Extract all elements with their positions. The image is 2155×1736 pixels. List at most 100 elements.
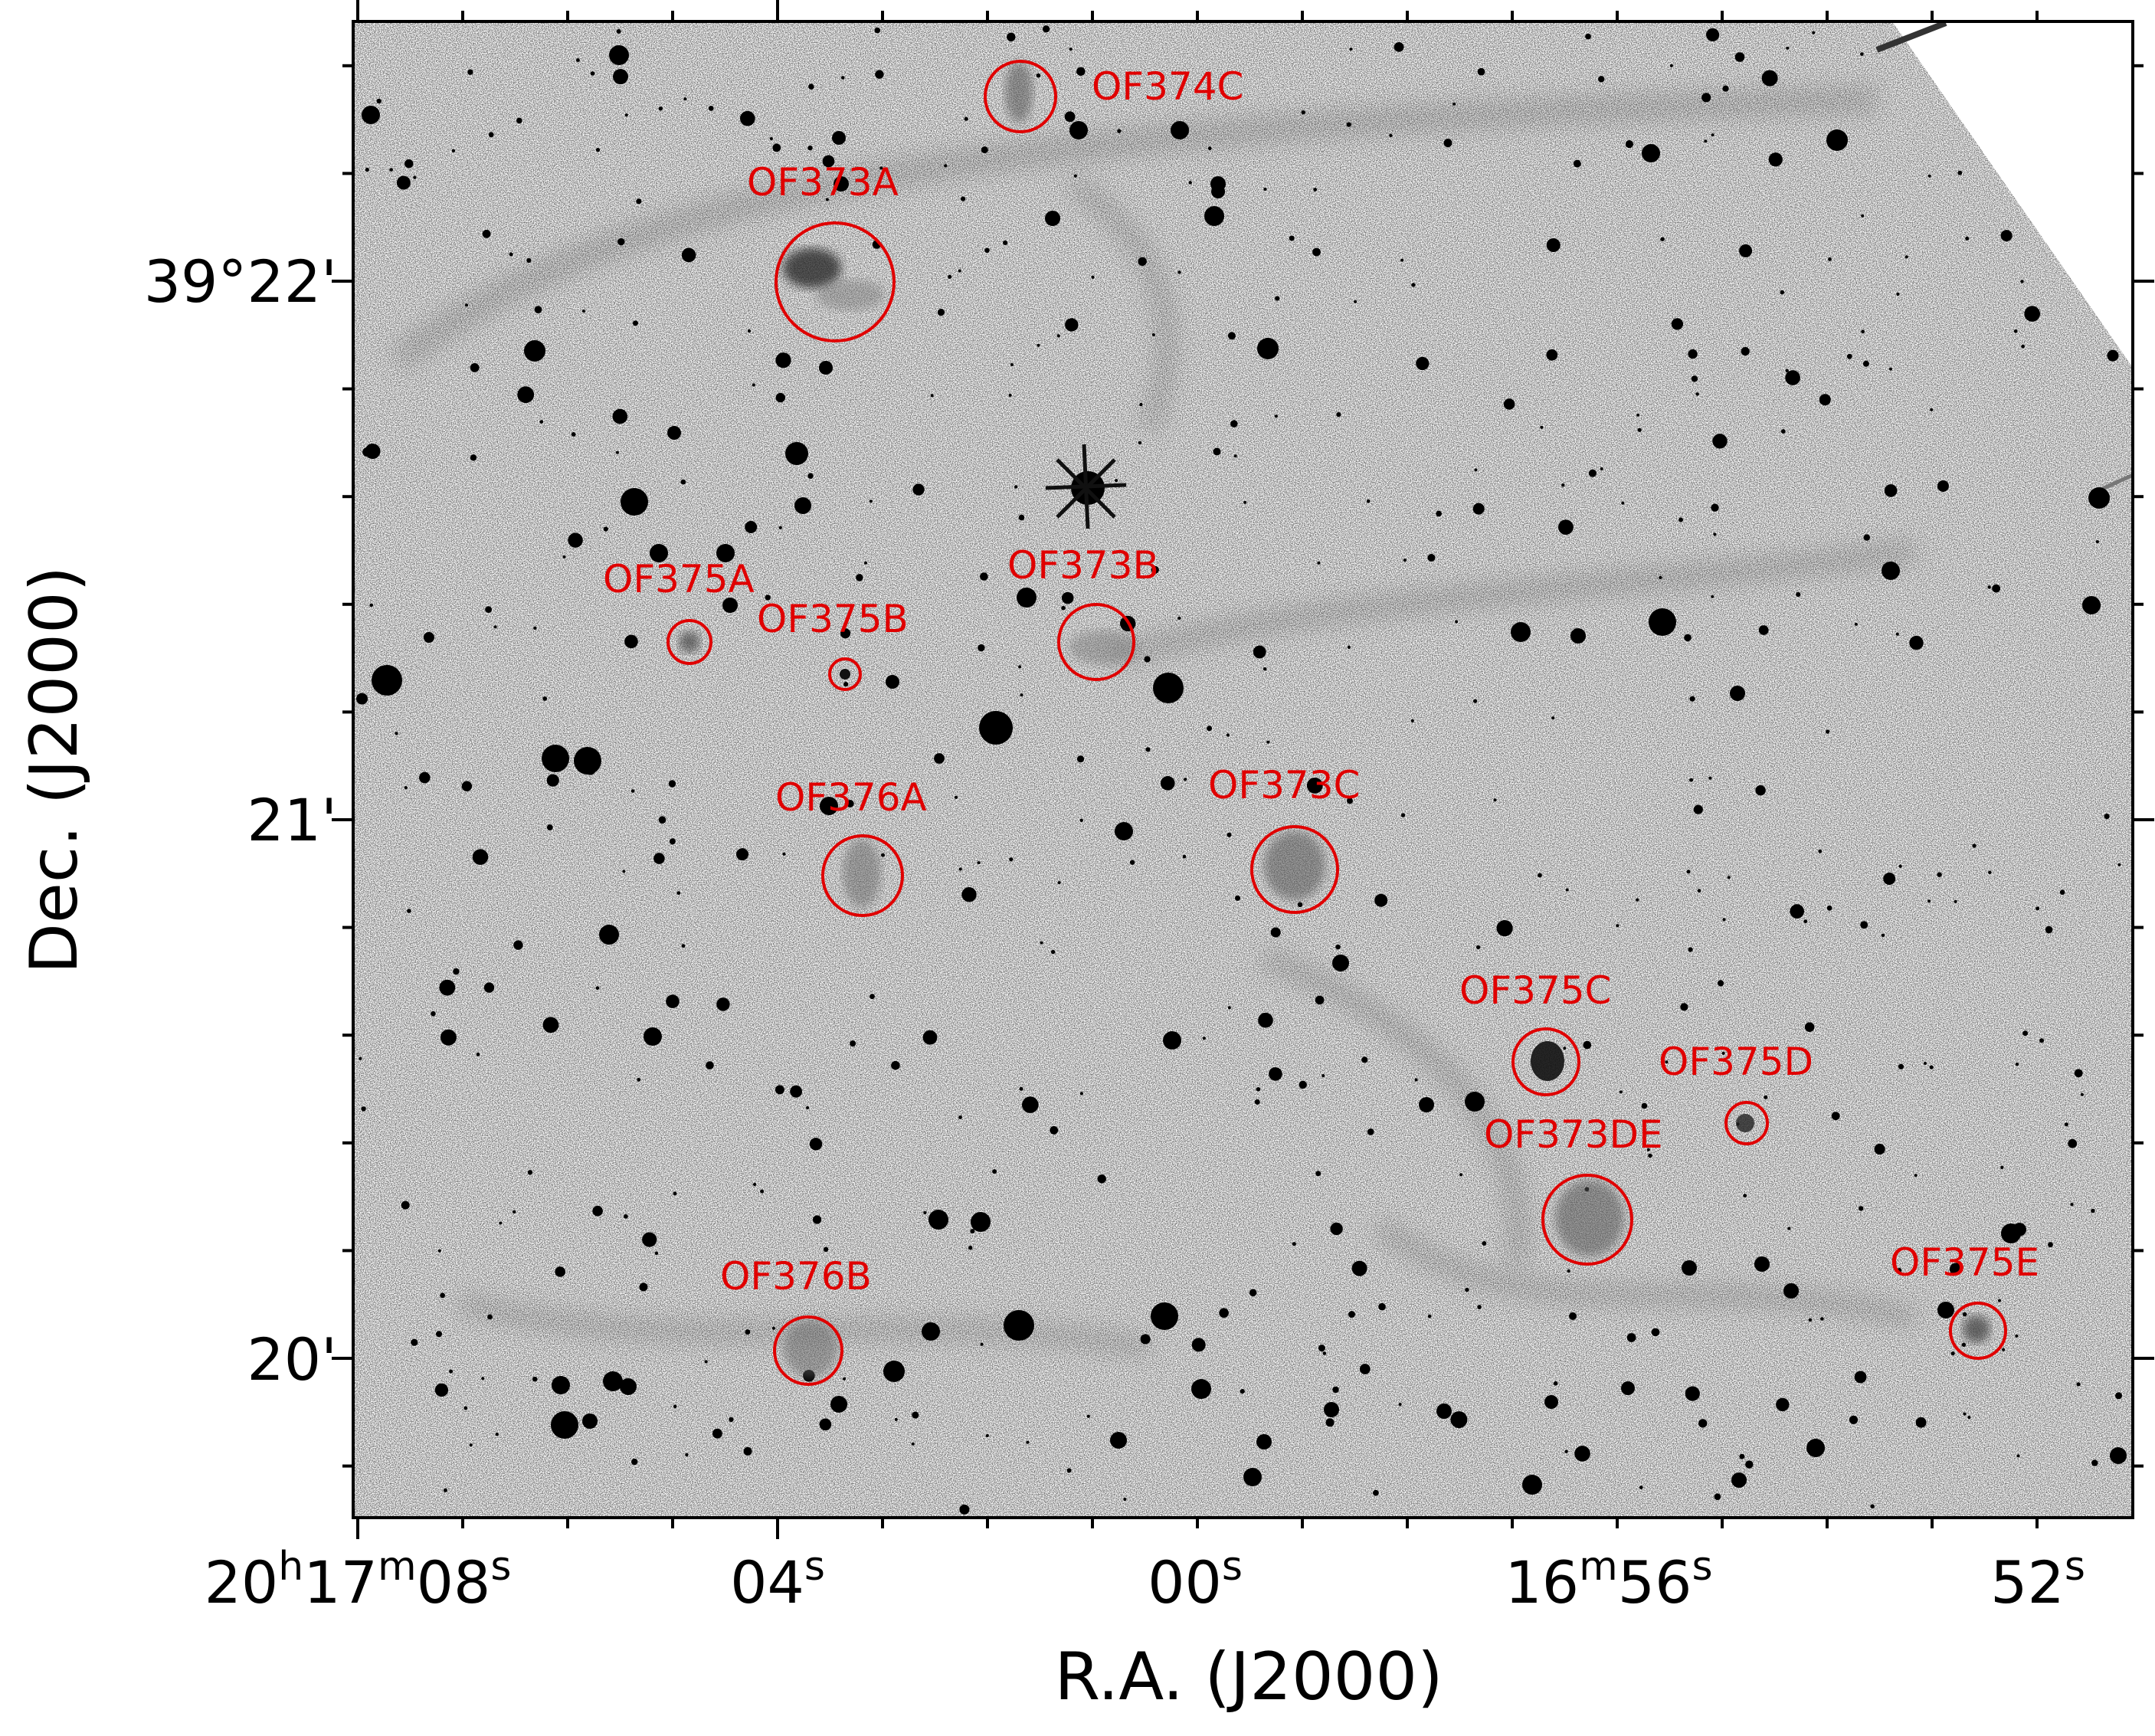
star: [526, 257, 532, 264]
star: [1297, 902, 1303, 908]
star: [1036, 73, 1041, 78]
star: [493, 625, 497, 629]
star: [2048, 1242, 2053, 1248]
star: [1151, 333, 1155, 336]
star: [961, 196, 966, 201]
star: [843, 682, 849, 687]
star: [1373, 1489, 1379, 1496]
star: [376, 98, 382, 104]
star: [2068, 1138, 2078, 1148]
star: [712, 1428, 722, 1439]
star: [1636, 413, 1640, 417]
star: [1808, 1318, 1813, 1322]
source-OF373C: OF373C: [1208, 763, 1360, 914]
star: [716, 997, 730, 1011]
star: [964, 116, 968, 121]
star: [2091, 1208, 2095, 1214]
star: [1854, 1371, 1867, 1384]
star: [1714, 1493, 1721, 1500]
star: [1235, 895, 1240, 901]
star: [653, 853, 665, 864]
star: [1965, 236, 1970, 241]
star: [668, 780, 676, 788]
star: [1862, 360, 1869, 367]
star: [1219, 1308, 1229, 1318]
star: [1177, 616, 1181, 621]
star: [1008, 393, 1012, 397]
source-circle: [666, 619, 712, 665]
star: [361, 1106, 366, 1112]
source-circle: [1949, 1302, 2007, 1360]
star: [623, 1214, 628, 1219]
star: [469, 1443, 473, 1447]
x-tick-labels: 20h17m08s 04s 00s 16m56s 52s: [205, 1544, 2085, 1616]
star: [1915, 1417, 1927, 1428]
star: [820, 797, 838, 815]
star: [1079, 818, 1083, 823]
star: [985, 1433, 989, 1438]
star: [864, 561, 867, 565]
source-circle: [775, 221, 896, 342]
star: [1138, 441, 1142, 445]
star: [1045, 211, 1060, 226]
star: [533, 626, 537, 630]
star: [1859, 1206, 1864, 1211]
star: [1014, 485, 1018, 489]
star: [1790, 904, 1804, 919]
star: [1636, 898, 1639, 902]
star: [595, 148, 601, 152]
star: [1819, 394, 1831, 406]
star: [582, 1413, 598, 1429]
star: [1558, 519, 1574, 535]
star: [1909, 635, 1924, 650]
star: [1354, 300, 1358, 303]
star: [1812, 31, 1816, 34]
star: [407, 909, 411, 913]
star: [1474, 468, 1478, 472]
star: [1929, 1065, 1934, 1069]
star: [437, 1249, 441, 1253]
star: [984, 247, 990, 254]
star: [2070, 1203, 2074, 1207]
star: [1503, 398, 1515, 410]
star: [2095, 540, 2099, 544]
star: [650, 544, 668, 562]
star: [1538, 873, 1542, 878]
source-label: OF376B: [720, 1254, 872, 1299]
star: [869, 500, 873, 503]
star: [760, 1189, 765, 1194]
star: [1129, 860, 1135, 865]
star: [1292, 1242, 1296, 1246]
source-OF375E: OF375E: [1890, 1240, 2039, 1360]
star: [977, 861, 981, 865]
star: [1619, 1090, 1623, 1094]
star: [1998, 1299, 2001, 1302]
star: [1202, 1037, 1206, 1040]
star: [1689, 696, 1695, 702]
star: [666, 994, 680, 1008]
star: [411, 1338, 418, 1346]
star: [592, 1205, 603, 1217]
star: [1895, 632, 1899, 636]
star: [1243, 500, 1247, 504]
star: [922, 1030, 938, 1045]
star: [1786, 46, 1790, 50]
star: [685, 1453, 689, 1457]
star: [1884, 484, 1898, 497]
star: [2013, 1223, 2026, 1236]
x-tick-label: 00s: [1148, 1544, 1243, 1616]
star: [1563, 1047, 1567, 1050]
source-label: OF374C: [1092, 64, 1243, 109]
star: [1831, 1112, 1840, 1121]
star: [958, 269, 961, 273]
star: [1299, 1080, 1307, 1089]
star: [1171, 121, 1189, 139]
star: [740, 110, 755, 126]
star: [1076, 67, 1086, 76]
star: [443, 1488, 447, 1492]
star: [419, 771, 431, 784]
star: [1151, 1302, 1178, 1330]
star: [542, 696, 548, 701]
star: [1475, 945, 1481, 950]
star: [585, 765, 596, 775]
